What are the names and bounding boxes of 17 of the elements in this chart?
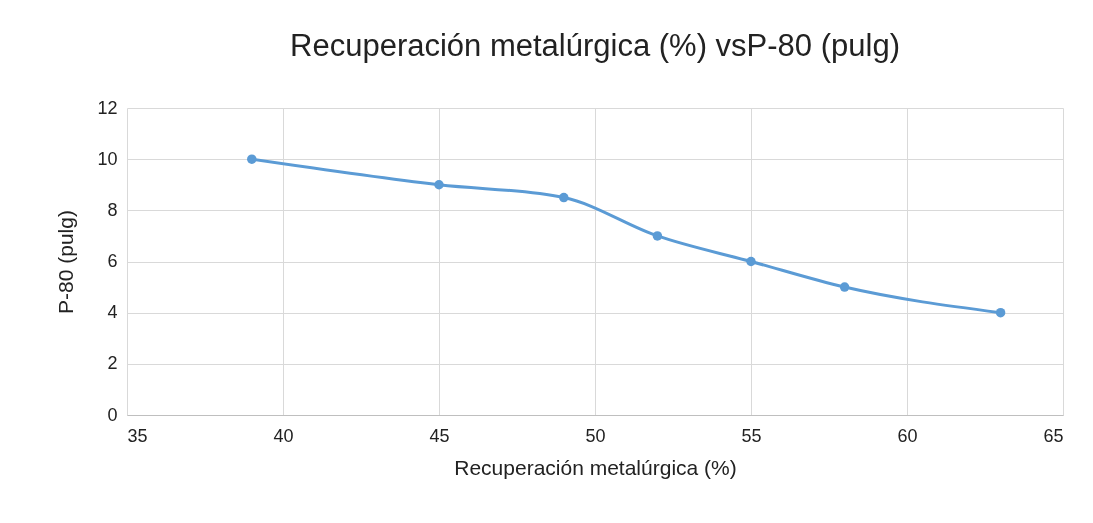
x-tick-label: 60 (897, 425, 918, 446)
y-tick-label: 0 (107, 404, 118, 425)
y-tick-label: 12 (97, 97, 118, 118)
x-tick-label: 40 (273, 425, 294, 446)
x-tick-label: 55 (741, 425, 762, 446)
x-tick-label: 45 (429, 425, 450, 446)
y-tick-label: 8 (107, 199, 118, 220)
chart-title: Recuperación metalúrgica (%) vsP-80 (pulg) (290, 28, 900, 63)
y-axis-title: P-80 (pulg) (54, 210, 78, 314)
x-axis-title: Recuperación metalúrgica (%) (454, 455, 737, 479)
y-tick-label: 6 (107, 251, 118, 271)
y-tick-label: 10 (97, 148, 118, 169)
y-tick-label: 4 (107, 302, 118, 323)
x-tick-label: 35 (127, 425, 148, 446)
x-tick-label: 50 (585, 425, 606, 446)
x-tick-label: 65 (1043, 425, 1064, 446)
y-tick-label: 2 (107, 353, 118, 374)
